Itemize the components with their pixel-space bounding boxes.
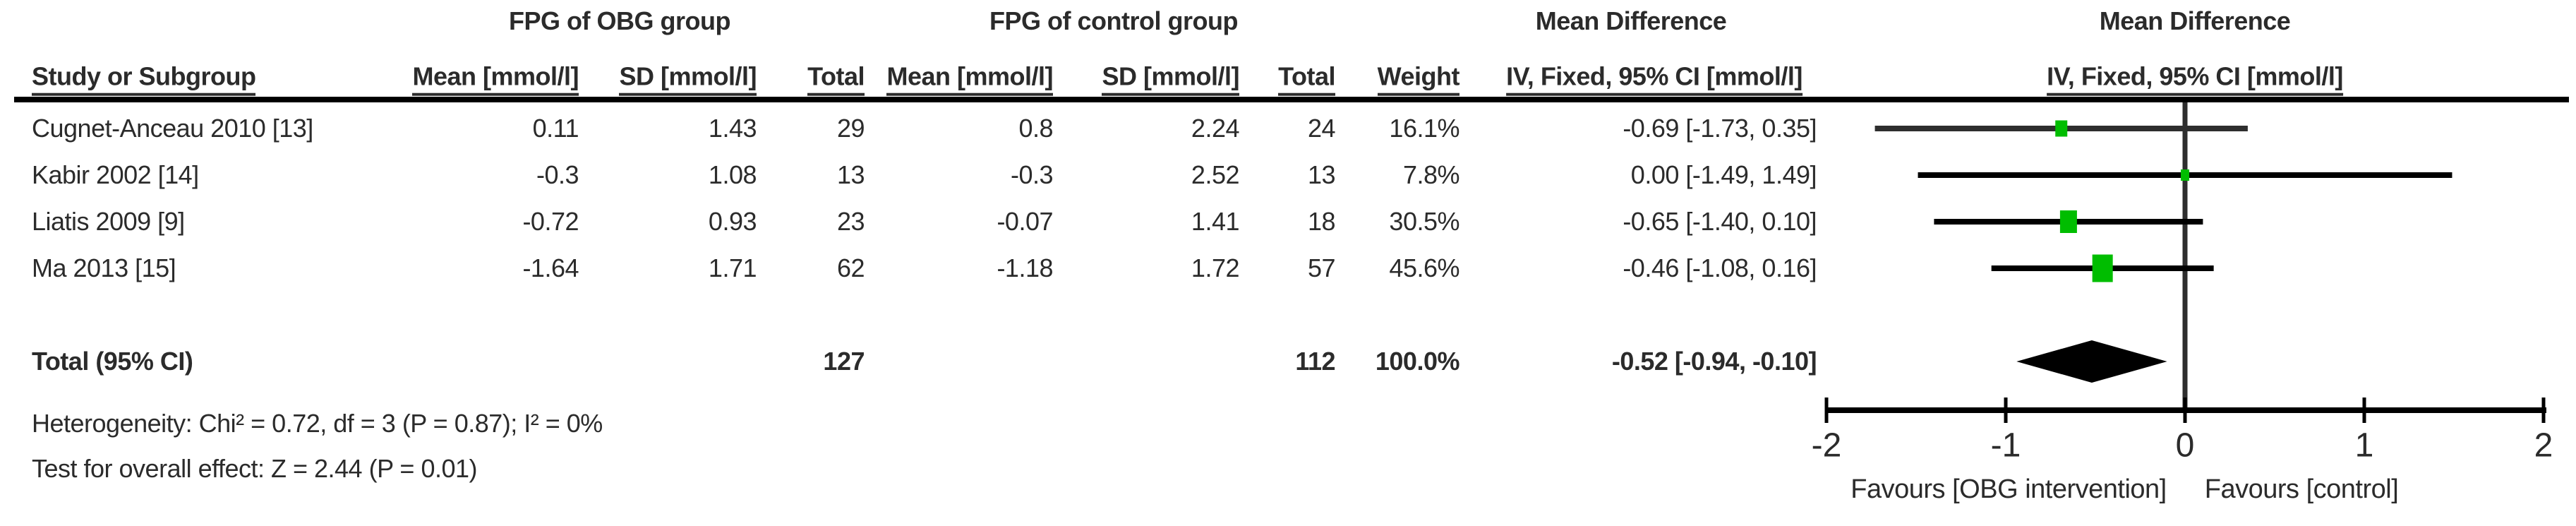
axis-tick bbox=[2362, 398, 2366, 423]
col-header-obg-total: Total bbox=[807, 63, 865, 96]
weight-value: 7.8% bbox=[1402, 160, 1460, 190]
axis-tick bbox=[2183, 398, 2187, 423]
obg-mean-value: -0.3 bbox=[536, 160, 579, 190]
ctrl-sd-value: 2.24 bbox=[1191, 114, 1240, 143]
axis-tick-label: 1 bbox=[2354, 426, 2374, 465]
obg-total-value: 13 bbox=[836, 160, 865, 190]
ci-line bbox=[1918, 172, 2452, 178]
total-obg-n: 127 bbox=[823, 347, 865, 376]
ctrl-mean-value: -0.3 bbox=[1010, 160, 1054, 190]
ci-value: 0.00 [-1.49, 1.49] bbox=[1630, 160, 1817, 190]
col-header-weight: Weight bbox=[1377, 63, 1460, 96]
ctrl-total-value: 18 bbox=[1307, 207, 1336, 237]
ctrl-mean-value: 0.8 bbox=[1018, 114, 1053, 143]
obg-total-value: 62 bbox=[836, 253, 865, 283]
ctrl-mean-value: -1.18 bbox=[997, 253, 1053, 283]
ctrl-sd-value: 1.41 bbox=[1191, 207, 1240, 237]
obg-sd-value: 1.43 bbox=[708, 114, 757, 143]
axis-tick-label: 2 bbox=[2534, 426, 2553, 465]
axis-tick bbox=[2004, 398, 2008, 423]
obg-sd-value: 1.08 bbox=[708, 160, 757, 190]
total-ci-value: -0.52 [-0.94, -0.10] bbox=[1611, 347, 1817, 376]
obg-sd-value: 0.93 bbox=[708, 207, 757, 237]
zero-effect-line bbox=[2182, 102, 2188, 410]
ci-value: -0.65 [-1.40, 0.10] bbox=[1623, 207, 1817, 237]
weight-value: 45.6% bbox=[1389, 253, 1459, 283]
col-header-obg-mean: Mean [mmol/l] bbox=[412, 63, 579, 96]
obg-group-header: FPG of OBG group bbox=[509, 6, 730, 36]
ctrl-sd-value: 2.52 bbox=[1191, 160, 1240, 190]
study-label: Ma 2013 [15] bbox=[32, 253, 176, 283]
mean-difference-header: Mean Difference bbox=[1535, 6, 1727, 36]
col-header-ci-plot: IV, Fixed, 95% CI [mmol/l] bbox=[2047, 63, 2343, 96]
mean-difference-plot-header: Mean Difference bbox=[2099, 6, 2291, 36]
obg-mean-value: 0.11 bbox=[532, 114, 579, 143]
obg-sd-value: 1.71 bbox=[708, 253, 757, 283]
favours-left-label: Favours [OBG intervention] bbox=[1850, 474, 2167, 505]
axis-tick-label: 0 bbox=[2175, 426, 2195, 465]
col-header-ci-text: IV, Fixed, 95% CI [mmol/l] bbox=[1506, 63, 1802, 96]
axis-tick bbox=[2541, 398, 2546, 423]
obg-mean-value: -1.64 bbox=[522, 253, 579, 283]
favours-right-label: Favours [control] bbox=[2204, 474, 2399, 505]
ctrl-mean-value: -0.07 bbox=[997, 207, 1053, 237]
total-row-label: Total (95% CI) bbox=[32, 347, 193, 376]
axis-tick-label: -1 bbox=[1990, 426, 2021, 465]
total-weight: 100.0% bbox=[1375, 347, 1460, 376]
effect-square bbox=[2055, 120, 2068, 137]
effect-square bbox=[2059, 210, 2077, 233]
ci-line bbox=[1991, 265, 2214, 271]
ci-line bbox=[1874, 126, 2248, 131]
header-rule bbox=[14, 97, 2569, 102]
col-header-ctrl-mean: Mean [mmol/l] bbox=[886, 63, 1053, 96]
col-header-obg-sd: SD [mmol/l] bbox=[619, 63, 757, 96]
ctrl-total-value: 24 bbox=[1307, 114, 1336, 143]
obg-total-value: 29 bbox=[836, 114, 865, 143]
effect-square bbox=[2181, 169, 2189, 181]
ctrl-total-value: 13 bbox=[1307, 160, 1336, 190]
total-ctrl-n: 112 bbox=[1295, 347, 1335, 376]
ci-value: -0.69 [-1.73, 0.35] bbox=[1623, 114, 1817, 143]
control-group-header: FPG of control group bbox=[989, 6, 1238, 36]
weight-value: 16.1% bbox=[1389, 114, 1459, 143]
col-header-ctrl-total: Total bbox=[1278, 63, 1335, 96]
study-label: Kabir 2002 [14] bbox=[32, 160, 199, 190]
col-header-study: Study or Subgroup bbox=[32, 63, 256, 96]
effect-square bbox=[2092, 254, 2113, 282]
study-label: Cugnet-Anceau 2010 [13] bbox=[32, 114, 313, 143]
x-axis-line bbox=[1825, 407, 2546, 413]
heterogeneity-note: Heterogeneity: Chi² = 0.72, df = 3 (P = … bbox=[32, 409, 603, 438]
ctrl-sd-value: 1.72 bbox=[1191, 253, 1240, 283]
axis-tick-label: -2 bbox=[1811, 426, 1842, 465]
ci-line bbox=[1934, 219, 2203, 225]
ctrl-total-value: 57 bbox=[1307, 253, 1336, 283]
obg-total-value: 23 bbox=[836, 207, 865, 237]
study-label: Liatis 2009 [9] bbox=[32, 207, 185, 237]
overall-effect-note: Test for overall effect: Z = 2.44 (P = 0… bbox=[32, 454, 478, 484]
col-header-ctrl-sd: SD [mmol/l] bbox=[1102, 63, 1239, 96]
ci-value: -0.46 [-1.08, 0.16] bbox=[1623, 253, 1817, 283]
weight-value: 30.5% bbox=[1389, 207, 1459, 237]
obg-mean-value: -0.72 bbox=[522, 207, 579, 237]
overall-diamond bbox=[2016, 340, 2167, 383]
axis-tick bbox=[1824, 398, 1829, 423]
